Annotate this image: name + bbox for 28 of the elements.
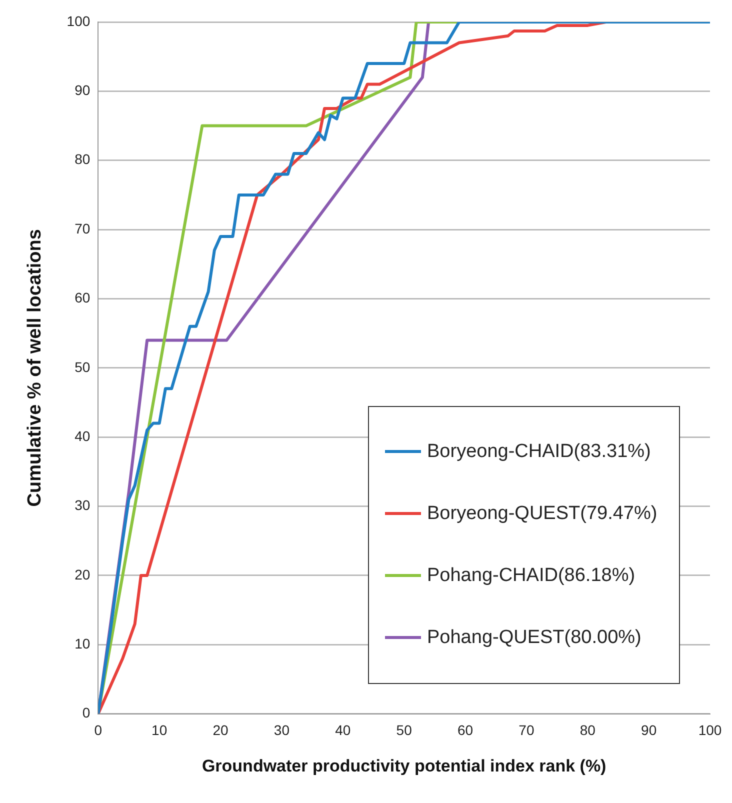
y-tick-label: 0: [82, 704, 90, 721]
y-tick-label: 40: [74, 428, 90, 444]
x-tick-label: 80: [580, 722, 596, 738]
x-tick-label: 30: [274, 722, 290, 738]
x-tick-label: 20: [212, 722, 229, 738]
y-tick-label: 20: [74, 566, 90, 582]
y-tick-label: 50: [74, 358, 90, 375]
x-tick-label: 100: [698, 722, 722, 738]
y-tick-label: 30: [74, 497, 90, 514]
x-tick-label: 0: [94, 722, 102, 738]
x-tick-label: 50: [396, 722, 412, 738]
legend-label: Boryeong-CHAID(83.31%): [427, 440, 651, 463]
y-tick-label: 90: [74, 82, 90, 98]
legend-label: Pohang-QUEST(80.00%): [427, 626, 642, 649]
x-tick-label: 90: [641, 722, 657, 738]
y-tick-label: 70: [74, 220, 90, 236]
y-tick-label: 80: [74, 151, 90, 168]
y-axis-title: Cumulative % of well locations: [24, 229, 46, 507]
x-tick-label: 70: [518, 722, 534, 738]
x-axis-title: Groundwater productivity potential index rank (%): [202, 756, 606, 776]
legend-label: Boryeong-QUEST(79.47%): [427, 502, 658, 525]
x-tick-label: 40: [335, 722, 351, 738]
y-tick-label: 60: [74, 290, 90, 306]
y-tick-label: 100: [66, 12, 90, 29]
x-tick-label: 60: [457, 722, 474, 738]
x-tick-label: 10: [152, 722, 168, 738]
legend-label: Pohang-CHAID(86.18%): [427, 564, 636, 587]
y-tick-label: 10: [74, 635, 90, 652]
